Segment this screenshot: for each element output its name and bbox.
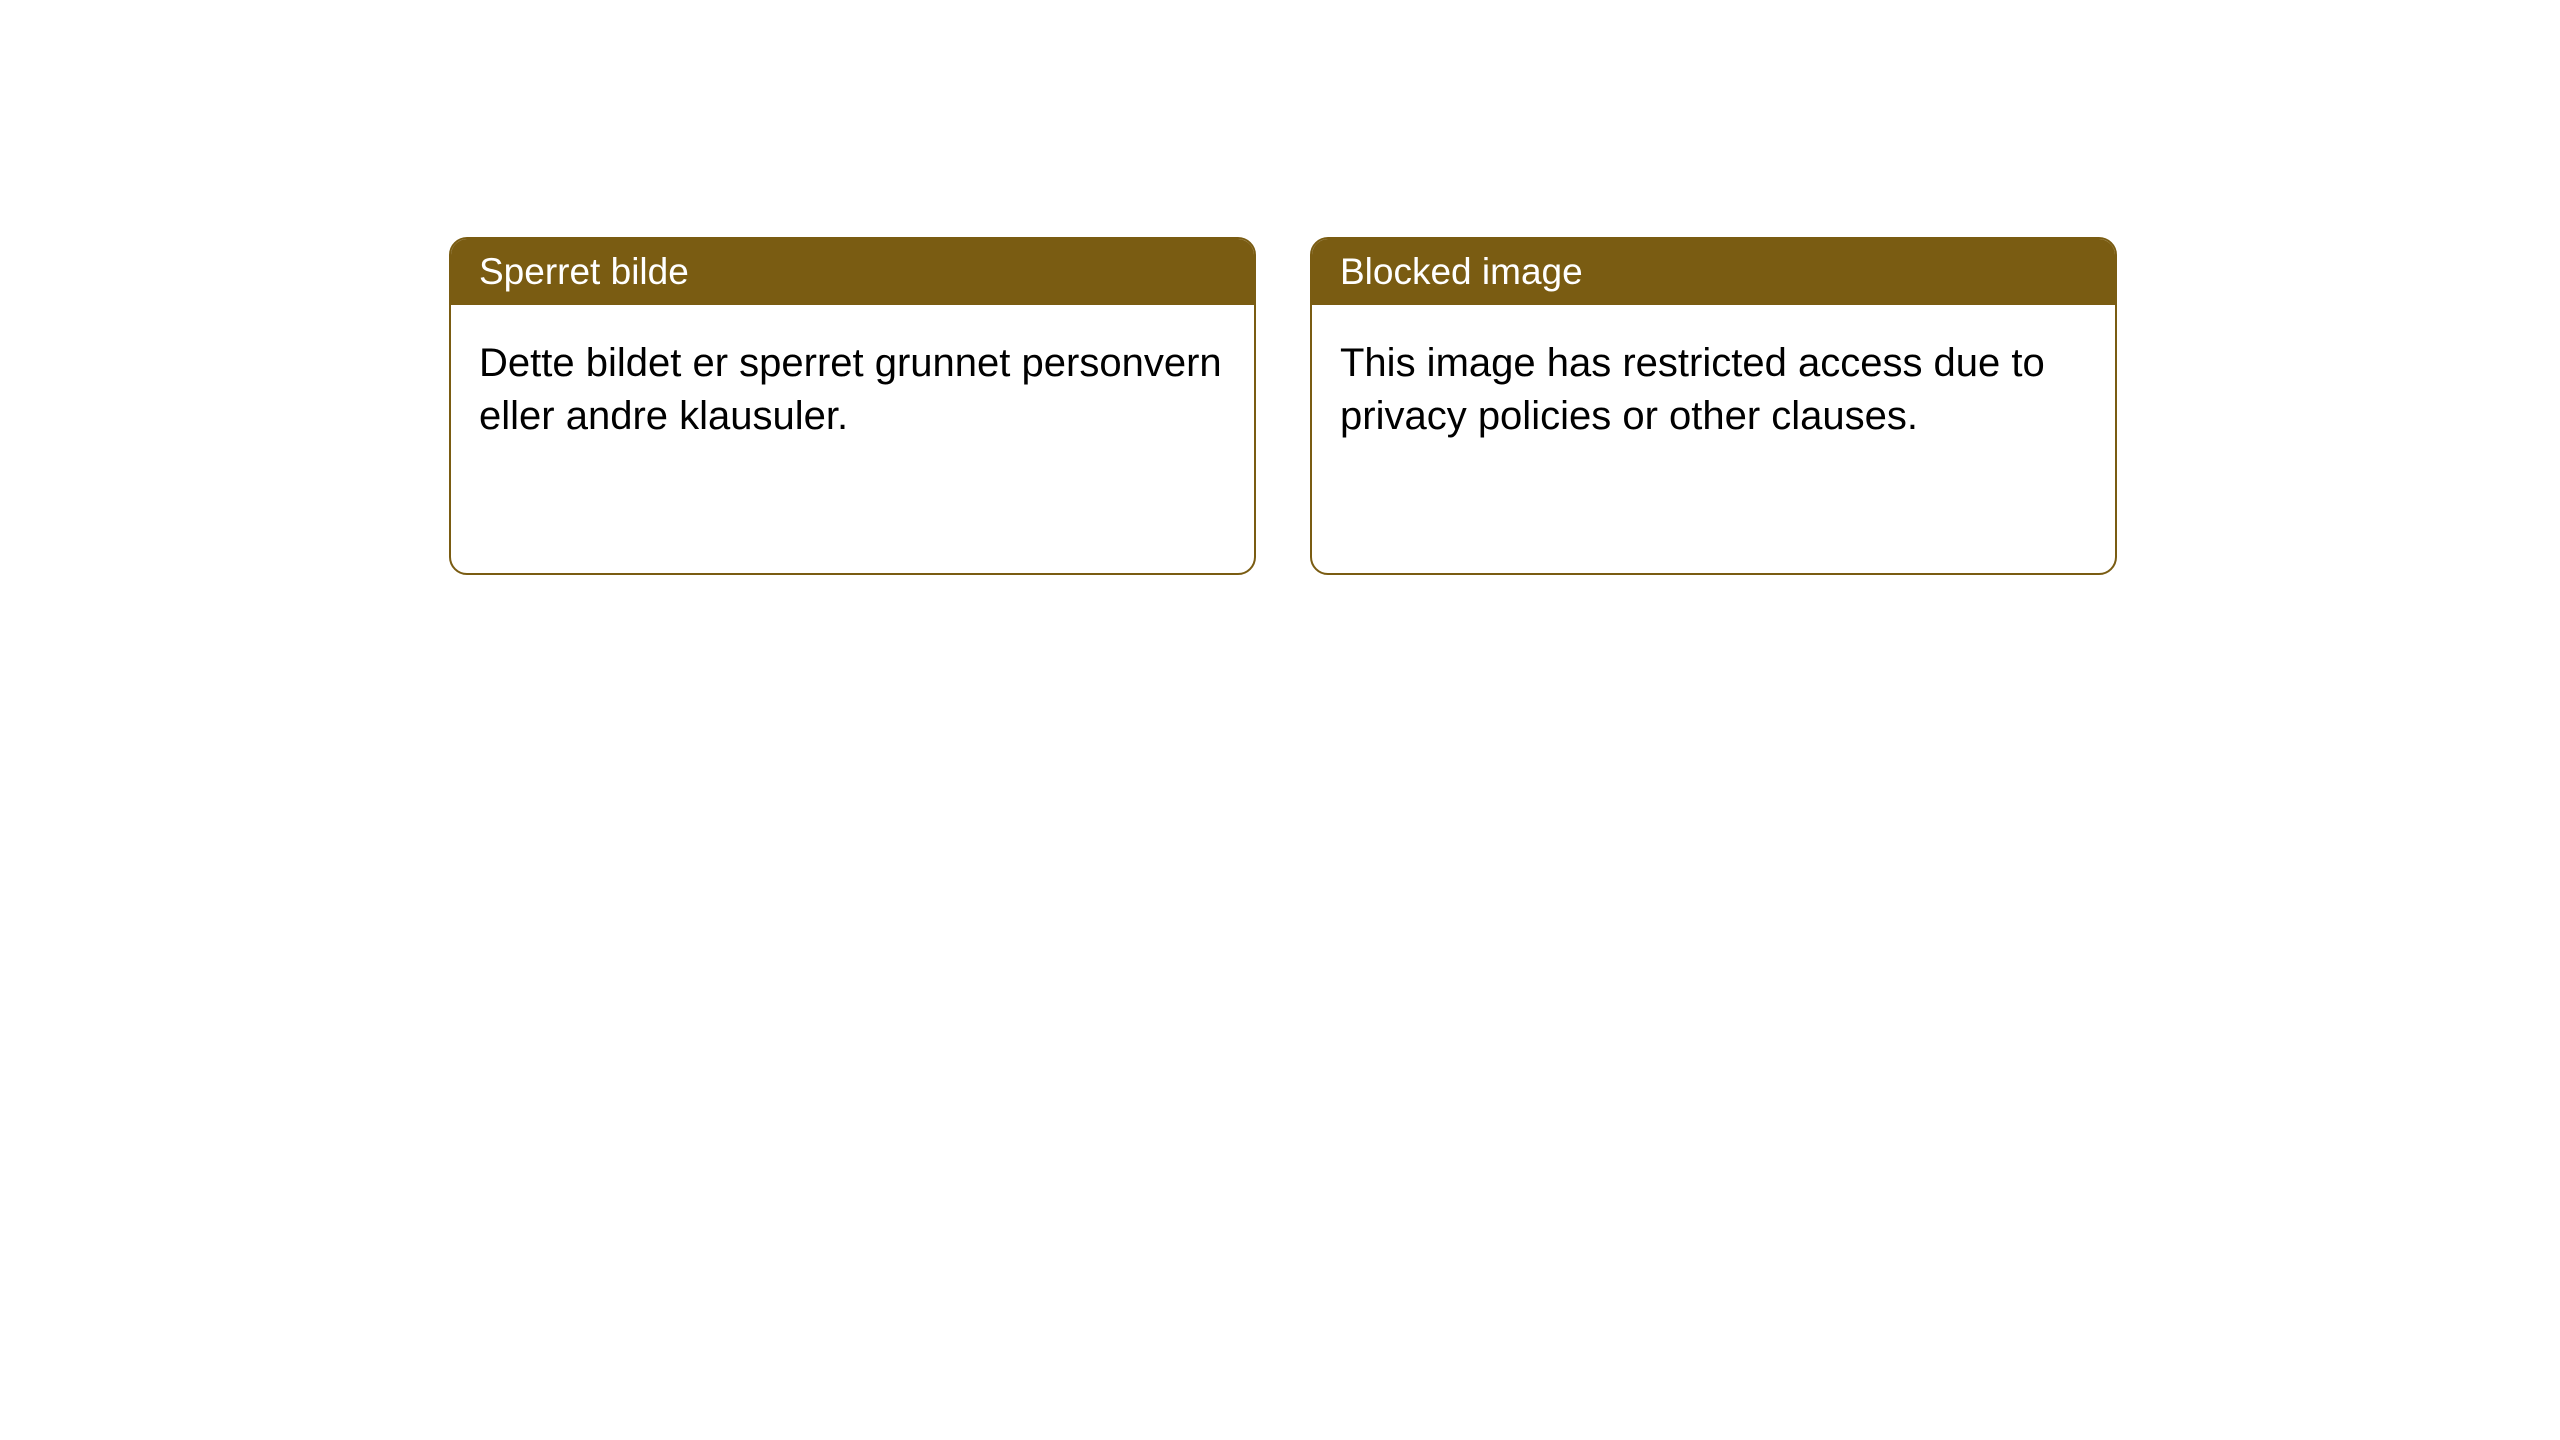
notice-container: Sperret bilde Dette bildet er sperret gr… (449, 237, 2117, 575)
notice-body: Dette bildet er sperret grunnet personve… (451, 305, 1254, 475)
notice-box-english: Blocked image This image has restricted … (1310, 237, 2117, 575)
notice-header: Blocked image (1312, 239, 2115, 305)
notice-body: This image has restricted access due to … (1312, 305, 2115, 475)
notice-header: Sperret bilde (451, 239, 1254, 305)
notice-box-norwegian: Sperret bilde Dette bildet er sperret gr… (449, 237, 1256, 575)
